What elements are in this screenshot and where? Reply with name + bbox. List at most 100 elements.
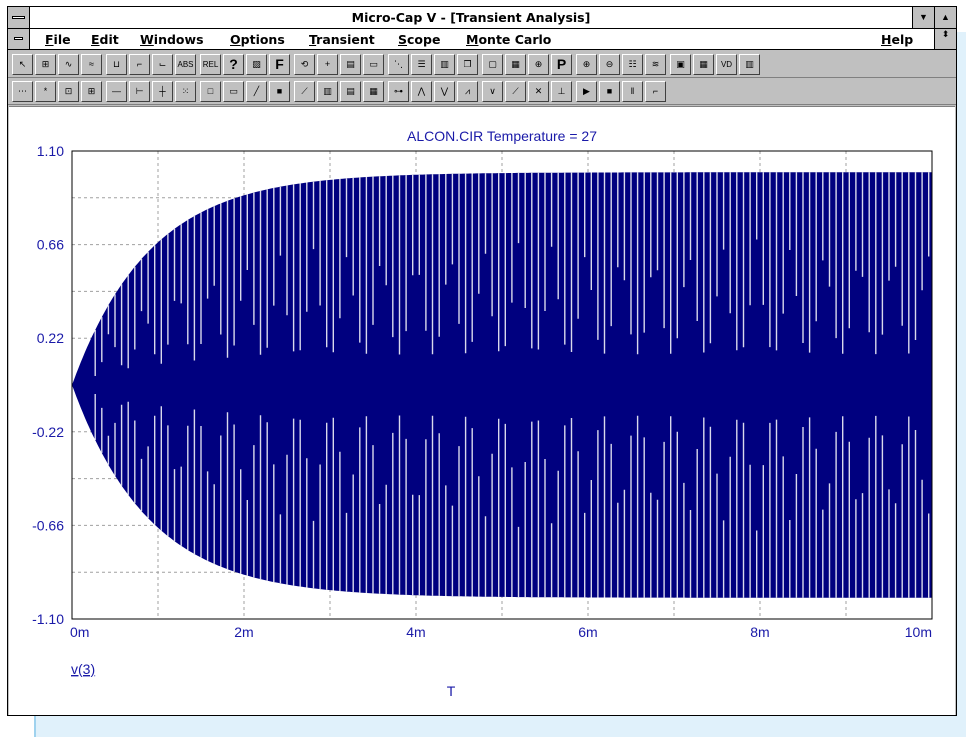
y-tick-label: 0.66 (37, 237, 64, 253)
split-icon[interactable]: ⊕ (528, 54, 549, 75)
cursor-y-icon[interactable]: ⊥ (551, 81, 572, 102)
node-icon[interactable]: ⊔ (106, 54, 127, 75)
grid-small-icon[interactable]: ⊞ (81, 81, 102, 102)
x-tick-label: 0m (70, 624, 89, 640)
tick-line-icon[interactable]: ⊢ (129, 81, 150, 102)
diagonal-icon[interactable]: ⋱ (388, 54, 409, 75)
menu-monte-carlo[interactable]: Monte Carlo (466, 32, 552, 47)
select-arrow-icon[interactable]: ↖ (12, 54, 33, 75)
frame-icon[interactable]: ▭ (223, 81, 244, 102)
menu-edit[interactable]: Edit (91, 32, 119, 47)
cross-icon[interactable]: + (317, 54, 338, 75)
dotted-line-icon[interactable]: ⋯ (12, 81, 33, 102)
point-icon[interactable]: * (35, 81, 56, 102)
y-tick-label: 1.10 (37, 143, 64, 159)
diag-point-icon[interactable]: ⟋ (294, 81, 315, 102)
valley-icon[interactable]: ⋁ (434, 81, 455, 102)
step-icon[interactable]: ⌐ (129, 54, 150, 75)
menu-scope[interactable]: Scope (398, 32, 441, 47)
menu-transient[interactable]: Transient (309, 32, 375, 47)
calculator-icon[interactable]: ▦ (505, 54, 526, 75)
dot-grid-icon[interactable]: ⁙ (175, 81, 196, 102)
list-icon[interactable]: ☷ (622, 54, 643, 75)
y-tick-label: -0.22 (32, 424, 64, 440)
x-axis-label: T (447, 683, 456, 699)
legend-series-v3[interactable]: v(3) (71, 661, 95, 677)
help-question-icon[interactable]: ? (223, 54, 244, 75)
zoom-in-icon[interactable]: ⊕ (576, 54, 597, 75)
dash-line-icon[interactable]: — (106, 81, 127, 102)
box-icon[interactable]: ⊡ (58, 81, 79, 102)
peak-icon[interactable]: ⋀ (411, 81, 432, 102)
restore-button[interactable]: ⬍ (934, 29, 956, 49)
y-tick-label: 0.22 (37, 330, 64, 346)
x-tick-label: 2m (234, 624, 253, 640)
rel-icon[interactable]: REL (200, 54, 221, 75)
empty-box-icon[interactable]: □ (200, 81, 221, 102)
menu-windows[interactable]: Windows (140, 32, 204, 47)
waveform-aliasing (94, 172, 930, 598)
x-tick-label: 8m (750, 624, 769, 640)
menu-bar: File Edit Windows Options Transient Scop… (8, 29, 956, 50)
histogram-icon[interactable]: ▥ (739, 54, 760, 75)
pause-icon[interactable]: ‖ (622, 81, 643, 102)
vd-icon[interactable]: VD (716, 54, 737, 75)
chart-title: ALCON.CIR Temperature = 27 (407, 128, 597, 144)
menu-help[interactable]: Help (881, 32, 914, 47)
title-bar[interactable]: Micro-Cap V - [Transient Analysis] ▼ ▲ (8, 7, 956, 29)
green-grid-icon[interactable]: ▥ (317, 81, 338, 102)
multi-wave-icon[interactable]: ≈ (81, 54, 102, 75)
green-grid2-icon[interactable]: ▤ (340, 81, 361, 102)
waveform-v3 (72, 172, 932, 598)
plot-frame (71, 150, 933, 620)
system-menu-box[interactable] (8, 7, 30, 28)
x-tick-label: 4m (406, 624, 425, 640)
maximize-button[interactable]: ▲ (934, 7, 956, 28)
slope-icon[interactable]: ⟋ (505, 81, 526, 102)
transient-analysis-window: Micro-Cap V - [Transient Analysis] ▼ ▲ F… (7, 6, 957, 716)
plot-panel[interactable]: 1.10 0.66 0.22 -0.22 -0.66 -1.10 0m 2m 4m 6m 8m 10m… (9, 106, 955, 715)
low-icon[interactable]: ∨ (482, 81, 503, 102)
cross-grid-icon[interactable]: ┼ (152, 81, 173, 102)
window-stack-icon[interactable]: ❐ (457, 54, 478, 75)
document-system-menu[interactable] (8, 29, 30, 49)
cursor-line-icon[interactable]: ⊶ (388, 81, 409, 102)
step-wave-icon[interactable]: ⌐ (645, 81, 666, 102)
peak-valley-icon[interactable]: ⩘ (457, 81, 478, 102)
blank-window-icon[interactable]: ▢ (482, 54, 503, 75)
component-icon[interactable]: ⊞ (35, 54, 56, 75)
loop-icon[interactable]: ⟲ (294, 54, 315, 75)
secondary-toolbar: ⋯ * ⊡ ⊞ — ⊢ ┼ ⁙ □ ▭ ╱ ■ ⟋ ▥ ▤ ▦ ⊶ ⋀ ⋁ ⩘ ∨ ⟋ ✕ ⊥ ▶ ■ ‖ ⌐ (8, 78, 956, 105)
system-menu-icon (12, 16, 25, 19)
y-tick-label: -1.10 (32, 611, 64, 627)
play-icon[interactable]: ▶ (576, 81, 597, 102)
document-menu-icon (14, 37, 23, 40)
wave-scope-icon[interactable]: ≋ (645, 54, 666, 75)
menu-options[interactable]: Options (230, 32, 285, 47)
thick-box-icon[interactable]: ■ (269, 81, 290, 102)
stop-icon[interactable]: ■ (599, 81, 620, 102)
menu-file[interactable]: File (45, 32, 71, 47)
minimize-button[interactable]: ▼ (912, 7, 934, 28)
grid-icon[interactable]: ▤ (340, 54, 361, 75)
transient-chart[interactable]: 1.10 0.66 0.22 -0.22 -0.66 -1.10 0m 2m 4m 6m 8m 10m… (9, 107, 955, 716)
hatch-icon[interactable]: ▨ (246, 54, 267, 75)
page-icon[interactable]: ▭ (363, 54, 384, 75)
green-grid3-icon[interactable]: ▦ (363, 81, 384, 102)
layout-rows-icon[interactable]: ☰ (411, 54, 432, 75)
cursor-x-icon[interactable]: ✕ (528, 81, 549, 102)
line-curve-icon[interactable]: ╱ (246, 81, 267, 102)
window-title: Micro-Cap V - [Transient Analysis] (351, 10, 591, 25)
plot-border (71, 150, 933, 620)
y-tick-label: -0.66 (32, 517, 64, 533)
table-icon[interactable]: ▦ (693, 54, 714, 75)
probe-icon[interactable]: P (551, 54, 572, 75)
axis-labels: 1.10 0.66 0.22 -0.22 -0.66 -1.10 0m 2m 4m 6m 8m 10m (32, 143, 932, 640)
font-icon[interactable]: F (269, 54, 290, 75)
screen-icon[interactable]: ▣ (670, 54, 691, 75)
stair-icon[interactable]: ⌙ (152, 54, 173, 75)
abs-icon[interactable]: ABS (175, 54, 196, 75)
zoom-out-icon[interactable]: ⊖ (599, 54, 620, 75)
waveform-icon[interactable]: ∿ (58, 54, 79, 75)
layout-cols-icon[interactable]: ▥ (434, 54, 455, 75)
